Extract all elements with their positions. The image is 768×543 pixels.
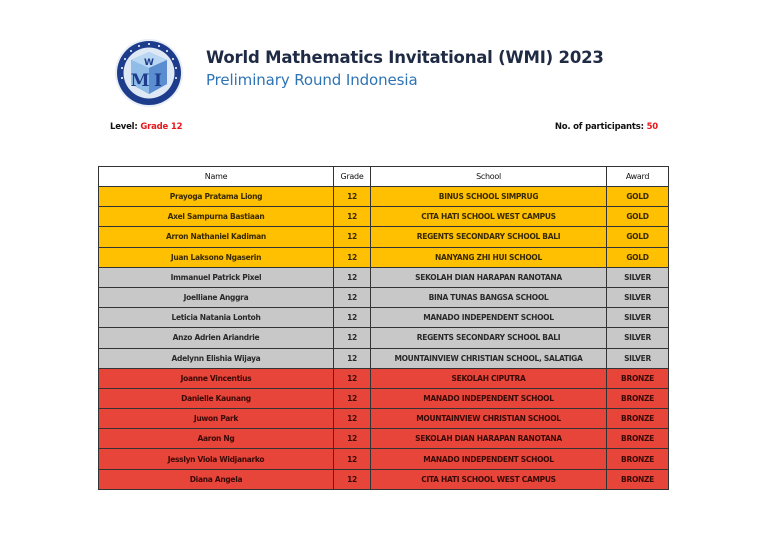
cell-award: BRONZE bbox=[606, 448, 669, 470]
cell-grade: 12 bbox=[333, 468, 371, 490]
cell-school: MANADO INDEPENDENT SCHOOL bbox=[370, 448, 607, 470]
header: World Mathematics Invitational (WMI) 202… bbox=[206, 48, 604, 91]
cell-grade: 12 bbox=[333, 206, 371, 228]
table-row: Adelynn Elishia Wijaya 12 MOUNTAINVIEW C… bbox=[98, 347, 669, 369]
cell-award: BRONZE bbox=[606, 468, 669, 490]
cell-grade: 12 bbox=[333, 428, 371, 450]
column-header-grade: Grade bbox=[333, 166, 371, 187]
table-row: Joanne Vincentius 12 SEKOLAH CIPUTRA BRO… bbox=[98, 367, 669, 389]
table-row: Leticia Natania Lontoh 12 MANADO INDEPEN… bbox=[98, 307, 669, 329]
cell-grade: 12 bbox=[333, 286, 371, 309]
table-row: Immanuel Patrick Pixel 12 SEKOLAH DIAN H… bbox=[98, 266, 669, 288]
cell-name: Axel Sampurna Bastiaan bbox=[98, 206, 334, 228]
cell-school: NANYANG ZHI HUI SCHOOL bbox=[370, 246, 607, 268]
wmi-logo-icon: M I W bbox=[114, 38, 184, 108]
cell-name: Adelynn Elishia Wijaya bbox=[98, 347, 334, 369]
table-row: Jesslyn Viola Widjanarko 12 MANADO INDEP… bbox=[98, 448, 669, 470]
cell-grade: 12 bbox=[333, 347, 371, 369]
cell-school: SEKOLAH DIAN HARAPAN RANOTANA bbox=[370, 266, 607, 288]
cell-name: Leticia Natania Lontoh bbox=[98, 307, 334, 329]
table-row: Danielle Kaunang 12 MANADO INDEPENDENT S… bbox=[98, 387, 669, 410]
column-header-name: Name bbox=[98, 166, 334, 187]
table-row: Diana Angela 12 CITA HATI SCHOOL WEST CA… bbox=[98, 468, 669, 490]
level-label: Level: bbox=[110, 122, 141, 132]
cell-award: BRONZE bbox=[606, 428, 669, 450]
cell-award: BRONZE bbox=[606, 387, 669, 410]
level-value: Grade 12 bbox=[140, 122, 183, 132]
cell-name: Aaron Ng bbox=[98, 428, 334, 450]
cell-grade: 12 bbox=[333, 448, 371, 470]
cell-school: CITA HATI SCHOOL WEST CAMPUS bbox=[370, 206, 607, 228]
cell-name: Immanuel Patrick Pixel bbox=[98, 266, 334, 288]
cell-grade: 12 bbox=[333, 185, 371, 208]
results-table: Name Grade School Award Prayoga Pratama … bbox=[98, 166, 669, 490]
table-row: Arron Nathaniel Kadiman 12 REGENTS SECON… bbox=[98, 226, 669, 248]
table-row: Axel Sampurna Bastiaan 12 CITA HATI SCHO… bbox=[98, 206, 669, 228]
cell-school: REGENTS SECONDARY SCHOOL BALI bbox=[370, 226, 607, 248]
cell-award: SILVER bbox=[606, 307, 669, 329]
cell-school: BINUS SCHOOL SIMPRUG bbox=[370, 185, 607, 208]
cell-grade: 12 bbox=[333, 387, 371, 410]
cell-grade: 12 bbox=[333, 408, 371, 430]
cell-name: Anzo Adrien Ariandrie bbox=[98, 327, 334, 349]
cell-award: SILVER bbox=[606, 286, 669, 309]
column-header-school: School bbox=[370, 166, 607, 187]
cell-award: GOLD bbox=[606, 206, 669, 228]
cell-name: Joanne Vincentius bbox=[98, 367, 334, 389]
cell-school: BINA TUNAS BANGSA SCHOOL bbox=[370, 286, 607, 309]
participants-label: No. of participants: bbox=[554, 122, 647, 132]
cell-school: MANADO INDEPENDENT SCHOOL bbox=[370, 307, 607, 329]
cell-name: Juwon Park bbox=[98, 408, 334, 430]
cell-award: GOLD bbox=[606, 226, 669, 248]
cell-award: GOLD bbox=[606, 246, 669, 268]
cell-school: MOUNTAINVIEW CHRISTIAN SCHOOL bbox=[370, 408, 607, 430]
cell-school: REGENTS SECONDARY SCHOOL BALI bbox=[370, 327, 607, 349]
table-row: Juwon Park 12 MOUNTAINVIEW CHRISTIAN SCH… bbox=[98, 408, 669, 430]
table-header-row: Name Grade School Award bbox=[98, 166, 669, 187]
cell-name: Prayoga Pratama Liong bbox=[98, 185, 334, 208]
table-row: Aaron Ng 12 SEKOLAH DIAN HARAPAN RANOTAN… bbox=[98, 428, 669, 450]
svg-text:M: M bbox=[131, 71, 150, 91]
cell-award: BRONZE bbox=[606, 408, 669, 430]
participants-info: No. of participants: 50 bbox=[555, 122, 658, 132]
cell-grade: 12 bbox=[333, 226, 371, 248]
cell-school: MANADO INDEPENDENT SCHOOL bbox=[370, 387, 607, 410]
cell-school: SEKOLAH CIPUTRA bbox=[370, 367, 607, 389]
column-header-award: Award bbox=[606, 166, 669, 187]
cell-name: Diana Angela bbox=[98, 468, 334, 490]
page-title: World Mathematics Invitational (WMI) 202… bbox=[206, 48, 604, 67]
cell-grade: 12 bbox=[333, 246, 371, 268]
level-info: Level: Grade 12 bbox=[110, 122, 183, 132]
cell-award: BRONZE bbox=[606, 367, 669, 389]
cell-name: Juan Laksono Ngaserin bbox=[98, 246, 334, 268]
cell-award: SILVER bbox=[606, 266, 669, 288]
cell-grade: 12 bbox=[333, 266, 371, 288]
cell-award: SILVER bbox=[606, 327, 669, 349]
participants-value: 50 bbox=[646, 122, 659, 132]
svg-text:I: I bbox=[154, 71, 162, 91]
cell-grade: 12 bbox=[333, 307, 371, 329]
cell-name: Joelliane Anggra bbox=[98, 286, 334, 309]
table-row: Anzo Adrien Ariandrie 12 REGENTS SECONDA… bbox=[98, 327, 669, 349]
cell-award: SILVER bbox=[606, 347, 669, 369]
page-subtitle: Preliminary Round Indonesia bbox=[206, 71, 418, 89]
cell-school: CITA HATI SCHOOL WEST CAMPUS bbox=[370, 468, 607, 490]
cell-name: Arron Nathaniel Kadiman bbox=[98, 226, 334, 248]
cell-grade: 12 bbox=[333, 367, 371, 389]
table-row: Juan Laksono Ngaserin 12 NANYANG ZHI HUI… bbox=[98, 246, 669, 268]
table-row: Prayoga Pratama Liong 12 BINUS SCHOOL SI… bbox=[98, 185, 669, 208]
svg-text:W: W bbox=[144, 58, 154, 68]
cell-award: GOLD bbox=[606, 185, 669, 208]
cell-name: Jesslyn Viola Widjanarko bbox=[98, 448, 334, 470]
cell-school: SEKOLAH DIAN HARAPAN RANOTANA bbox=[370, 428, 607, 450]
cell-name: Danielle Kaunang bbox=[98, 387, 334, 410]
cell-grade: 12 bbox=[333, 327, 371, 349]
table-row: Joelliane Anggra 12 BINA TUNAS BANGSA SC… bbox=[98, 286, 669, 309]
cell-school: MOUNTAINVIEW CHRISTIAN SCHOOL, SALATIGA bbox=[370, 347, 607, 369]
